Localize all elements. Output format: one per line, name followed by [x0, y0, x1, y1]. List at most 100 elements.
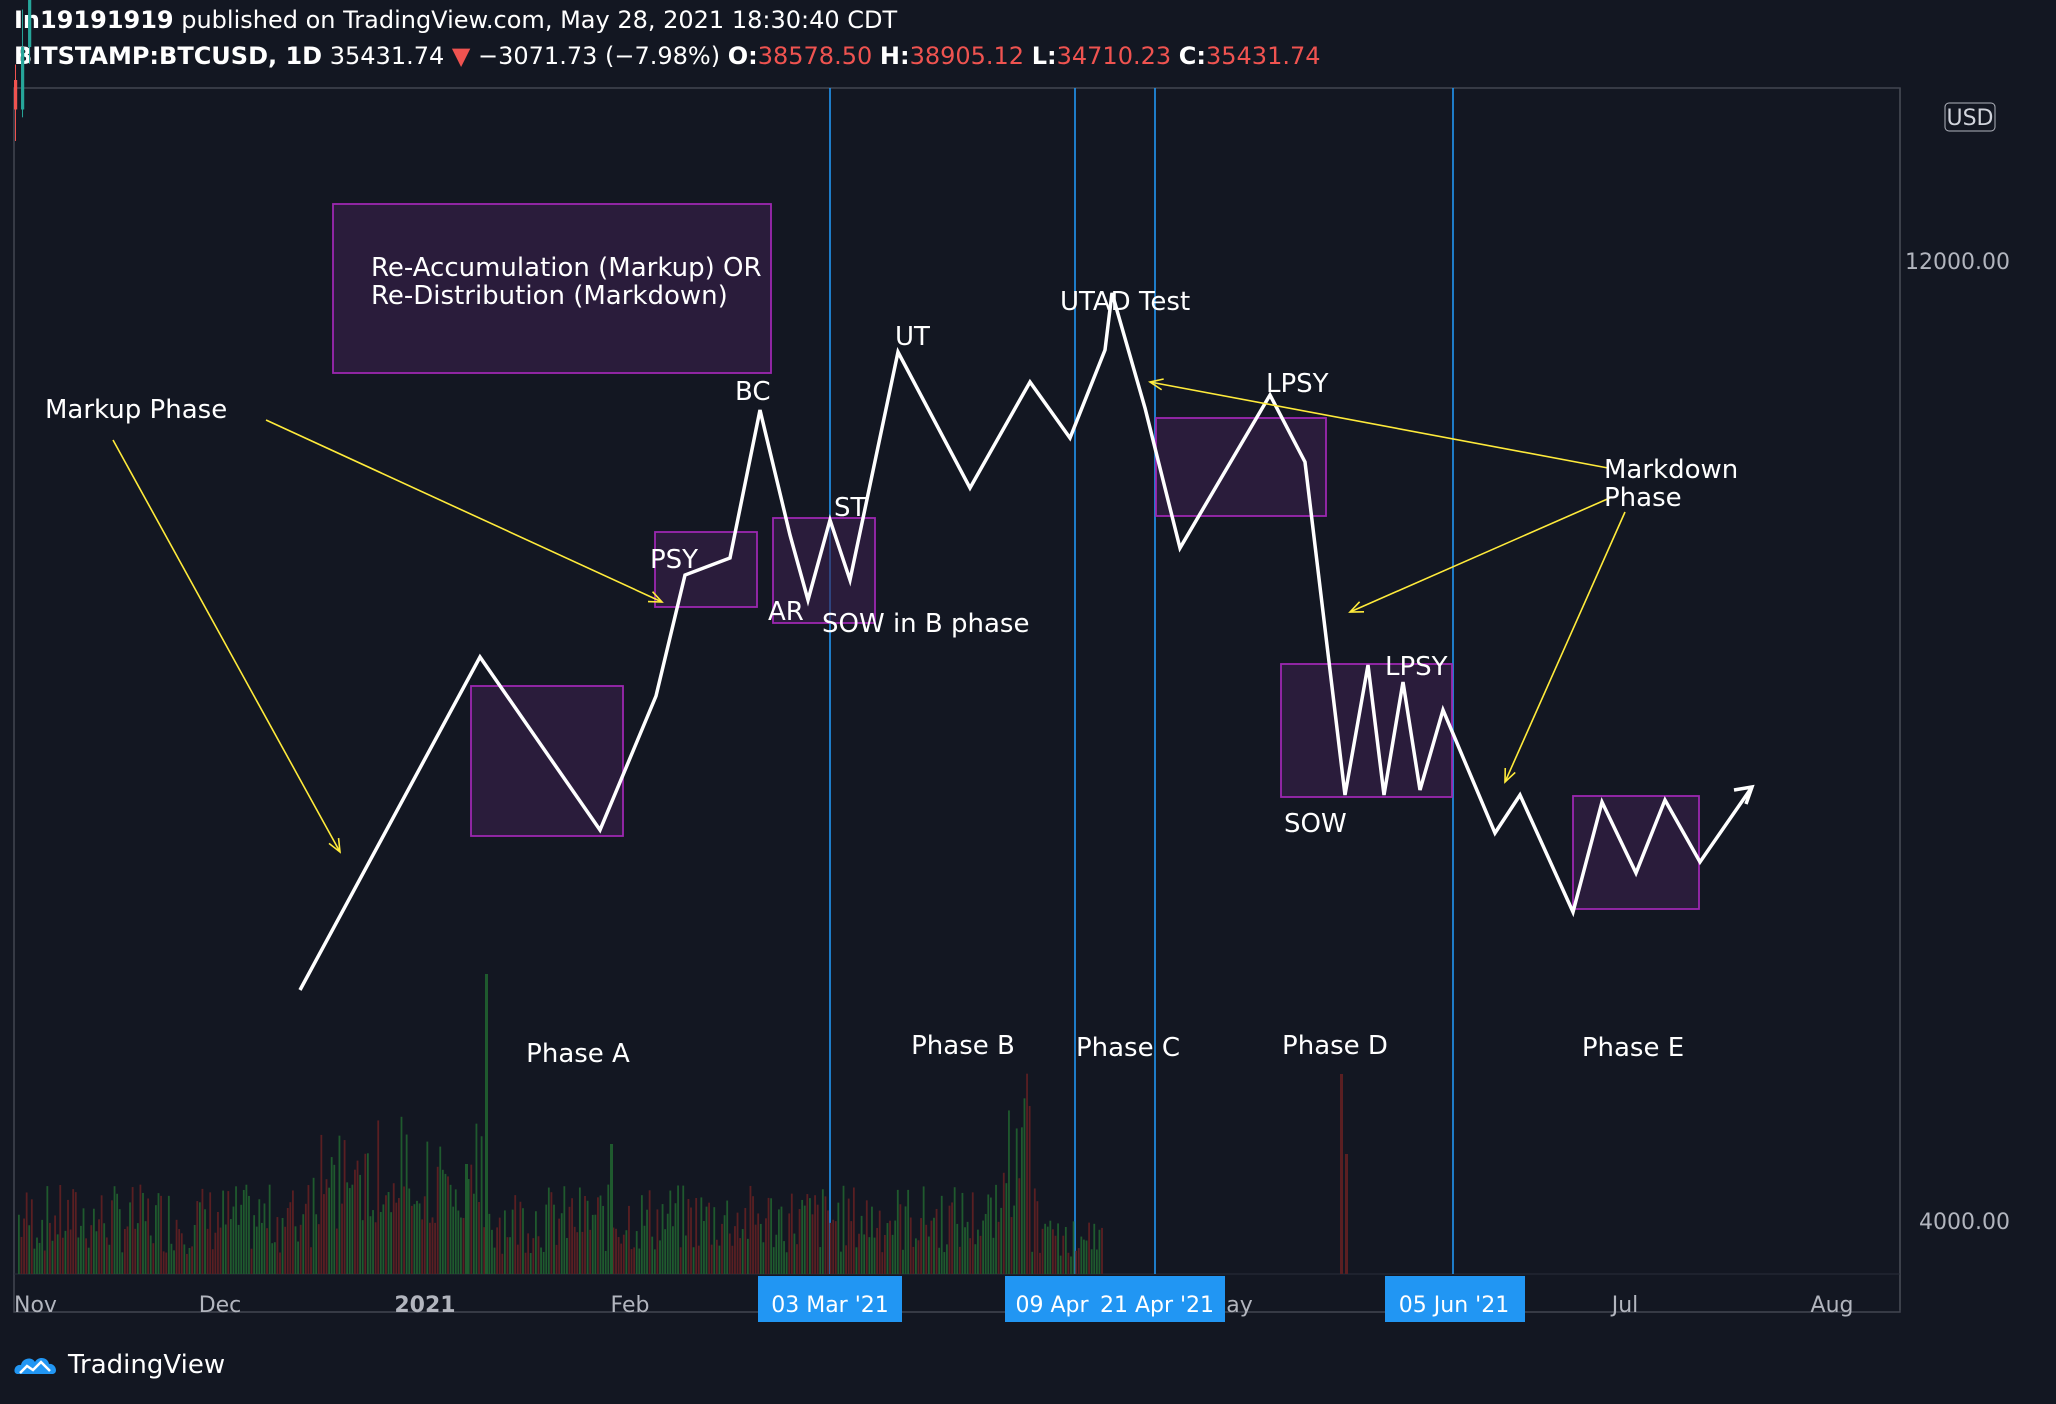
- volume-bar: [36, 1237, 38, 1274]
- volume-bar: [408, 1188, 411, 1274]
- volume-bar: [237, 1224, 240, 1274]
- volume-bar: [501, 1253, 504, 1274]
- volume-bar: [1000, 1207, 1003, 1274]
- low-value: 34710.23: [1056, 42, 1172, 70]
- wyckoff-event-label: PSY: [650, 545, 698, 575]
- volume-bar: [452, 1206, 455, 1274]
- volume-bar: [796, 1244, 798, 1274]
- volume-bar: [953, 1187, 956, 1274]
- volume-bar: [1036, 1201, 1039, 1274]
- annotation-box[interactable]: [470, 685, 624, 837]
- candle-body: [14, 80, 18, 110]
- annotation-box[interactable]: [1155, 417, 1327, 517]
- volume-bar: [746, 1238, 749, 1274]
- volume-bar: [312, 1177, 315, 1274]
- volume-bar: [123, 1228, 126, 1274]
- volume-bar: [475, 1123, 478, 1274]
- annotation-arrow[interactable]: [1149, 381, 1609, 469]
- symbol-label[interactable]: BITSTAMP:BTCUSD, 1D: [14, 42, 323, 70]
- volume-bar: [989, 1197, 992, 1274]
- volume-bar: [488, 1213, 491, 1274]
- volume-bar: [41, 1219, 44, 1274]
- date-tag-bg[interactable]: [1005, 1276, 1109, 1322]
- volume-bar: [961, 1192, 964, 1274]
- volume-bar: [49, 1222, 51, 1274]
- volume-bar: [429, 1222, 431, 1274]
- volume-bar: [364, 1153, 367, 1274]
- volume-bar: [51, 1240, 54, 1274]
- candle-body: [21, 47, 25, 110]
- volume-bar: [889, 1220, 891, 1274]
- annotation-box[interactable]: [332, 203, 772, 374]
- annotation-box[interactable]: [1280, 663, 1453, 798]
- volume-bar: [222, 1190, 225, 1274]
- volume-bar: [330, 1157, 333, 1274]
- price-axis-tick: 12000.00: [1905, 250, 2010, 275]
- volume-bar: [571, 1198, 573, 1274]
- volume-bar: [193, 1224, 196, 1274]
- volume-bar: [684, 1235, 687, 1274]
- volume-bar: [566, 1237, 568, 1274]
- volume-bar: [431, 1217, 434, 1274]
- volume-bar: [599, 1195, 602, 1274]
- time-axis-tick: 2021: [394, 1293, 455, 1318]
- volume-bar: [558, 1218, 561, 1274]
- annotation-box[interactable]: [1572, 795, 1700, 910]
- volume-bar: [240, 1204, 243, 1274]
- volume-bar: [478, 1201, 480, 1274]
- volume-bar: [855, 1247, 858, 1274]
- annotation-arrow-head: [1504, 767, 1516, 784]
- annotation-arrow[interactable]: [1349, 496, 1613, 613]
- volume-bar: [788, 1213, 791, 1274]
- volume-bar: [1028, 1105, 1031, 1274]
- volume-bar: [198, 1202, 201, 1274]
- volume-bar: [457, 1210, 460, 1274]
- volume-bar: [170, 1243, 173, 1274]
- volume-bar: [690, 1207, 692, 1274]
- volume-bar: [245, 1184, 248, 1274]
- tradingview-logo[interactable]: TradingView: [14, 1350, 225, 1380]
- volume-bar: [323, 1194, 325, 1274]
- volume-bar: [721, 1223, 723, 1274]
- author-name[interactable]: In19191919: [14, 6, 174, 34]
- volume-bar: [248, 1195, 250, 1274]
- volume-bar: [1039, 1252, 1041, 1274]
- volume-bar: [304, 1203, 307, 1274]
- volume-bar: [229, 1219, 232, 1274]
- volume-bar: [382, 1204, 385, 1274]
- annotation-arrow[interactable]: [1504, 511, 1626, 783]
- volume-bar: [612, 1227, 615, 1274]
- date-tag-bg[interactable]: [758, 1276, 902, 1322]
- volume-bar: [328, 1187, 330, 1274]
- volume-bar: [956, 1223, 959, 1274]
- annotation-arrow[interactable]: [265, 419, 663, 603]
- volume-bar: [927, 1236, 930, 1274]
- volume-bar: [643, 1225, 646, 1274]
- phase-label: Phase E: [1582, 1033, 1684, 1063]
- volume-bar: [485, 974, 488, 1274]
- volume-bar: [255, 1226, 258, 1274]
- volume-bar: [648, 1190, 651, 1274]
- annotation-arrow-head: [328, 837, 341, 854]
- date-tag-bg[interactable]: [1095, 1276, 1225, 1322]
- annotation-arrow[interactable]: [112, 439, 341, 853]
- annotation-box[interactable]: [654, 531, 758, 608]
- volume-bar: [987, 1194, 990, 1274]
- volume-bar: [155, 1205, 157, 1274]
- date-tag-bg[interactable]: [1385, 1276, 1525, 1322]
- volume-bar: [1098, 1229, 1101, 1274]
- volume-bar: [454, 1189, 457, 1274]
- published-text: published on TradingView.com, May 28, 20…: [173, 6, 898, 34]
- volume-bar: [633, 1247, 636, 1274]
- currency-badge[interactable]: [1944, 102, 1996, 132]
- time-axis-tick: Dec: [199, 1293, 242, 1318]
- volume-bar: [74, 1192, 77, 1274]
- volume-bar: [749, 1185, 752, 1274]
- volume-bar: [242, 1189, 245, 1274]
- wyckoff-schematic-path[interactable]: [298, 292, 1754, 991]
- volume-bar: [214, 1232, 217, 1274]
- volume-bar: [1013, 1205, 1016, 1274]
- volume-bar: [715, 1239, 718, 1274]
- volume-bar: [1005, 1183, 1008, 1274]
